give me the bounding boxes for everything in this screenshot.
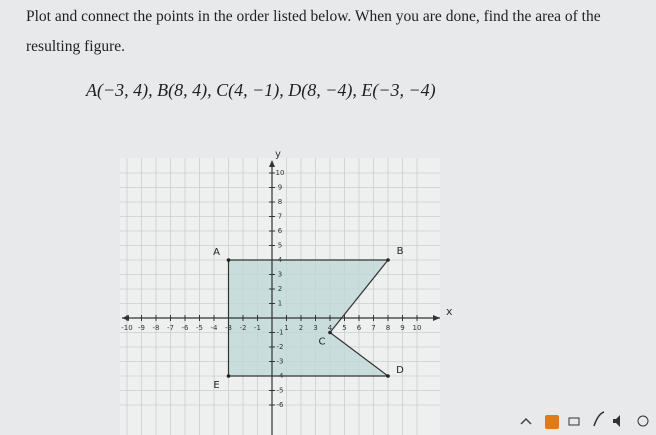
x-tick-label: 2 bbox=[299, 324, 303, 332]
y-tick-label: -2 bbox=[277, 343, 284, 351]
point-label: E bbox=[213, 380, 219, 391]
y-tick-label: -3 bbox=[277, 358, 284, 366]
x-tick-label: 7 bbox=[371, 324, 375, 332]
taskbar bbox=[520, 411, 649, 429]
x-tick-label: 8 bbox=[386, 324, 390, 332]
point bbox=[226, 258, 231, 262]
x-tick-label: 6 bbox=[357, 324, 362, 332]
wifi-icon bbox=[593, 411, 605, 427]
x-tick-label: 9 bbox=[400, 324, 404, 332]
y-tick-label: 9 bbox=[278, 184, 282, 192]
x-tick-label: -8 bbox=[153, 324, 160, 332]
x-tick-label: 5 bbox=[342, 324, 346, 332]
problem-text: resulting figure. bbox=[26, 38, 126, 55]
point-label: D bbox=[396, 365, 404, 376]
y-tick-label: -4 bbox=[277, 372, 285, 380]
point-label: C bbox=[319, 337, 326, 348]
x-tick-label: -9 bbox=[138, 324, 145, 332]
y-tick-label: 5 bbox=[278, 242, 282, 250]
x-tick-label: 3 bbox=[313, 324, 317, 332]
point bbox=[386, 258, 390, 262]
axis-label: x bbox=[446, 305, 453, 318]
y-tick-label: 6 bbox=[278, 227, 283, 235]
y-tick-label: 4 bbox=[278, 256, 283, 264]
x-tick-label: -10 bbox=[121, 324, 132, 332]
x-tick-label: -2 bbox=[240, 324, 247, 332]
x-tick-label: 10 bbox=[413, 324, 422, 332]
points-expression: A(−3, 4), B(8, 4), C(4, −1), D(8, −4), E… bbox=[86, 80, 436, 100]
x-tick-label: -6 bbox=[182, 324, 190, 332]
y-tick-label: 10 bbox=[276, 169, 285, 177]
y-tick-label: 1 bbox=[278, 300, 282, 308]
y-tick-label: 8 bbox=[278, 198, 282, 206]
y-tick-label: -6 bbox=[277, 401, 285, 409]
point bbox=[328, 330, 332, 335]
x-tick-label: -4 bbox=[211, 324, 219, 332]
y-tick-label: -5 bbox=[277, 387, 284, 395]
x-tick-label: 4 bbox=[328, 324, 333, 332]
battery-icon bbox=[568, 417, 580, 426]
chevron-icon bbox=[520, 417, 532, 425]
y-tick-label: 2 bbox=[278, 285, 282, 293]
point-label: A bbox=[213, 247, 220, 258]
y-tick-label: 3 bbox=[278, 271, 282, 279]
y-tick-label: 7 bbox=[278, 213, 282, 221]
pen-icon bbox=[637, 415, 649, 427]
x-tick-label: -1 bbox=[254, 324, 261, 332]
point-label: B bbox=[397, 246, 404, 257]
axis-label: y bbox=[275, 149, 281, 160]
volume-icon bbox=[613, 415, 620, 427]
app-icon bbox=[545, 415, 559, 429]
point bbox=[226, 374, 231, 378]
y-tick-label: -1 bbox=[277, 329, 284, 337]
x-tick-label: -7 bbox=[167, 324, 174, 332]
point bbox=[386, 374, 390, 378]
problem-text: Plot and connect the points in the order… bbox=[26, 8, 601, 25]
x-tick-label: 1 bbox=[284, 324, 288, 332]
x-tick-label: -5 bbox=[196, 324, 203, 332]
x-tick-label: -3 bbox=[225, 324, 232, 332]
